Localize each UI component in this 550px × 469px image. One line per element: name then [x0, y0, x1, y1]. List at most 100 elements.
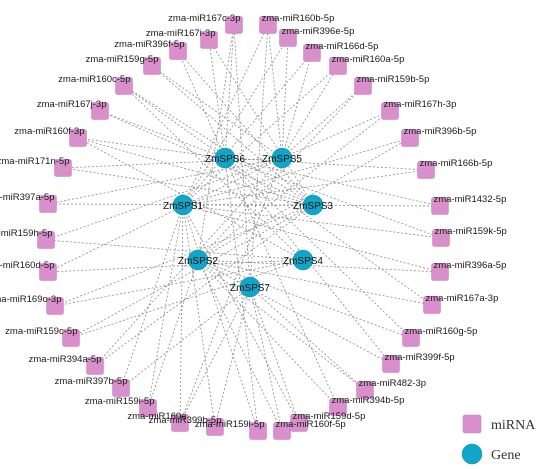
gene-node-zmsps3[interactable]: ZmSPS3	[293, 194, 333, 216]
mirna-node-zma-mir396b-5p[interactable]: zma-miR396b-5p	[401, 126, 477, 147]
mirna-node-zma-mir159l-5p[interactable]: zma-miR159l-5p	[195, 419, 267, 440]
mirna-node-marker	[431, 197, 449, 215]
mirna-node-marker	[382, 355, 400, 373]
mirna-node-marker	[39, 263, 57, 281]
gene-node-zmsps7[interactable]: ZmSPS7	[230, 276, 270, 298]
legend-gene-label: Gene	[491, 448, 521, 463]
mirna-node-zma-mir394b-5p[interactable]: zma-miR394b-5p	[329, 395, 405, 416]
mirna-label: zma-miR396a-5p	[434, 260, 507, 271]
edge-zmsps1-zma-mir160b-5p	[182, 24, 269, 206]
edge-zmsps5-zma-mir160e	[179, 157, 283, 424]
mirna-node-zma-mir397b-5p[interactable]: zma-miR397b-5p	[55, 376, 130, 397]
mirna-node-zma-mir159i-5p[interactable]: zma-miR159i-5p	[85, 396, 157, 417]
mirna-label: zma-miR167a-3p	[426, 293, 499, 304]
edge-zmsps1-zma-mir159d-5p	[182, 204, 300, 424]
mirna-node-marker	[259, 16, 277, 34]
mirna-node-zma-mir394a-5p[interactable]: zma-miR394a-5p	[29, 354, 104, 375]
mirna-label: zma-miR159d-5p	[293, 411, 366, 422]
mirna-node-marker	[329, 398, 347, 416]
edge-zmsps3-zma-mir160f-3p	[77, 137, 314, 206]
edge-zmsps3-zma-mir160c-5p	[123, 85, 314, 206]
mirna-node-zma-mir160e[interactable]: zma-miR160e	[127, 411, 189, 432]
mirna-node-zma-mir1432-5p[interactable]: zma-miR1432-5p	[431, 194, 507, 215]
mirna-node-zma-mir159c-5p[interactable]: zma-miR159c-5p	[5, 326, 80, 347]
mirna-node-zma-mir167j-3p[interactable]: zma-miR167j-3p	[37, 99, 109, 120]
mirna-node-marker	[417, 161, 435, 179]
mirna-node-zma-mir167c-3p[interactable]: zma-miR167c-3p	[168, 13, 243, 34]
edge-zmsps3-zma-mir396f-5p	[177, 50, 314, 206]
mirna-node-zma-mir160f-3p[interactable]: zma-miR160f-3p	[14, 126, 87, 147]
mirna-node-marker	[432, 229, 450, 247]
edge-zmsps1-zma-mir396e-5p	[182, 37, 289, 206]
mirna-node-zma-mir167h-3p[interactable]: zma-miR167h-3p	[381, 99, 457, 120]
mirna-node-marker	[249, 422, 267, 440]
mirna-label: zma-miR160c-5p	[58, 74, 130, 85]
edge-zmsps5-zma-mir396e-5p	[281, 37, 289, 159]
gene-node-zmsps6[interactable]: ZmSPS6	[205, 147, 245, 169]
mirna-node-zma-mir399b-5p[interactable]: zma-miR399b-5p	[149, 415, 224, 436]
gene-label: ZmSPS6	[205, 154, 245, 165]
mirna-node-zma-mir397a-5p[interactable]: zma-miR397a-5p	[0, 192, 57, 213]
mirna-label: zma-miR397a-5p	[0, 192, 55, 203]
mirna-node-zma-mir159k-5p[interactable]: zma-miR159k-5p	[432, 226, 507, 247]
gene-label: ZmSPS5	[262, 154, 302, 165]
mirna-node-zma-mir167a-3p[interactable]: zma-miR167a-3p	[423, 293, 499, 314]
mirna-node-zma-mir166d-5p[interactable]: zma-miR166d-5p	[303, 41, 379, 62]
mirna-node-zma-mir396e-5p[interactable]: zma-miR396e-5p	[279, 26, 355, 47]
mirna-node-zma-mir171n-5p[interactable]: zma-miR171n-5p	[0, 156, 72, 177]
edge-zmsps1-zma-mir396b-5p	[182, 137, 411, 206]
gene-node-marker	[172, 194, 194, 216]
gene-label: ZmSPS1	[163, 201, 203, 212]
edge-zmsps6-zma-mir160c-5p	[123, 85, 226, 159]
legend-mirna-label: miRNA	[491, 418, 536, 433]
mirna-node-zma-mir160b-5p[interactable]: zma-miR160b-5p	[259, 13, 335, 34]
edge-zmsps1-zma-mir160a-5p	[182, 65, 339, 206]
mirna-node-zma-mir160f-5p[interactable]: zma-miR160f-5p	[273, 419, 346, 440]
gene-node-zmsps1[interactable]: ZmSPS1	[163, 194, 203, 216]
edge-zmsps7-zma-mir399b-5p	[214, 286, 251, 428]
edge-zmsps2-zma-mir396b-5p	[197, 137, 411, 261]
edge-zmsps6-zma-mir160g-5p	[224, 157, 412, 339]
mirna-node-marker	[46, 297, 64, 315]
mirna-label: zma-miR167i-3p	[146, 28, 216, 39]
mirna-node-zma-mir396a-5p[interactable]: zma-miR396a-5p	[431, 260, 507, 281]
mirna-node-zma-mir159d-5p[interactable]: zma-miR159d-5p	[290, 411, 366, 432]
edge-zmsps5-zma-mir171n-5p	[62, 157, 283, 169]
edge-zmsps4-zma-mir159c-5p	[70, 259, 304, 339]
edge-zmsps2-zma-mir394b-5p	[197, 259, 339, 408]
edge-zmsps4-zma-mir160f-3p	[77, 137, 304, 261]
gene-node-zmsps2[interactable]: ZmSPS2	[178, 249, 218, 271]
mirna-node-zma-mir160g-5p[interactable]: zma-miR160g-5p	[402, 326, 478, 347]
mirna-node-marker	[356, 381, 374, 399]
edge-zmsps2-zma-mir482-3p	[197, 259, 366, 391]
gene-node-zmsps4[interactable]: ZmSPS4	[283, 249, 323, 271]
mirna-node-zma-mir160d-5p[interactable]: zma-miR160d-5p	[0, 260, 57, 281]
gene-node-zmsps5[interactable]: ZmSPS5	[262, 147, 302, 169]
mirna-node-marker	[200, 31, 218, 49]
mirna-node-marker	[303, 44, 321, 62]
edge-zmsps2-zma-mir167h-3p	[197, 110, 391, 261]
mirna-node-zma-mir167i-3p[interactable]: zma-miR167i-3p	[146, 28, 218, 49]
mirna-node-zma-mir399f-5p[interactable]: zma-miR399f-5p	[382, 352, 455, 373]
edge-zmsps5-zma-mir159b-5p	[281, 85, 364, 159]
mirna-label: zma-miR482-3p	[359, 378, 427, 389]
mirna-label: zma-miR396b-5p	[404, 126, 477, 137]
mirna-node-zma-mir169o-3p[interactable]: zma-miR169o-3p	[0, 294, 64, 315]
mirna-node-zma-mir159b-5p[interactable]: zma-miR159b-5p	[354, 74, 430, 95]
mirna-node-zma-mir482-3p[interactable]: zma-miR482-3p	[356, 378, 427, 399]
mirna-node-zma-mir159g-5p[interactable]: zma-miR159g-5p	[86, 54, 161, 75]
gene-node-marker	[239, 276, 261, 298]
mirna-node-zma-mir166b-5p[interactable]: zma-miR166b-5p	[417, 158, 493, 179]
mirna-node-marker	[86, 357, 104, 375]
mirna-label: zma-miR394b-5p	[332, 395, 405, 406]
mirna-node-marker	[401, 129, 419, 147]
mirna-node-zma-mir160c-5p[interactable]: zma-miR160c-5p	[58, 74, 133, 95]
edge-zmsps6-zma-mir394b-5p	[224, 157, 339, 408]
mirna-label: zma-miR159i-5p	[85, 396, 155, 407]
mirna-node-zma-mir159h-5p[interactable]: zma-miR159h-5p	[0, 228, 55, 249]
mirna-node-zma-mir160a-5p[interactable]: zma-miR160a-5p	[329, 54, 405, 75]
mirna-node-marker	[37, 231, 55, 249]
mirna-node-zma-mir396f-5p[interactable]: zma-miR396f-5p	[114, 39, 187, 60]
